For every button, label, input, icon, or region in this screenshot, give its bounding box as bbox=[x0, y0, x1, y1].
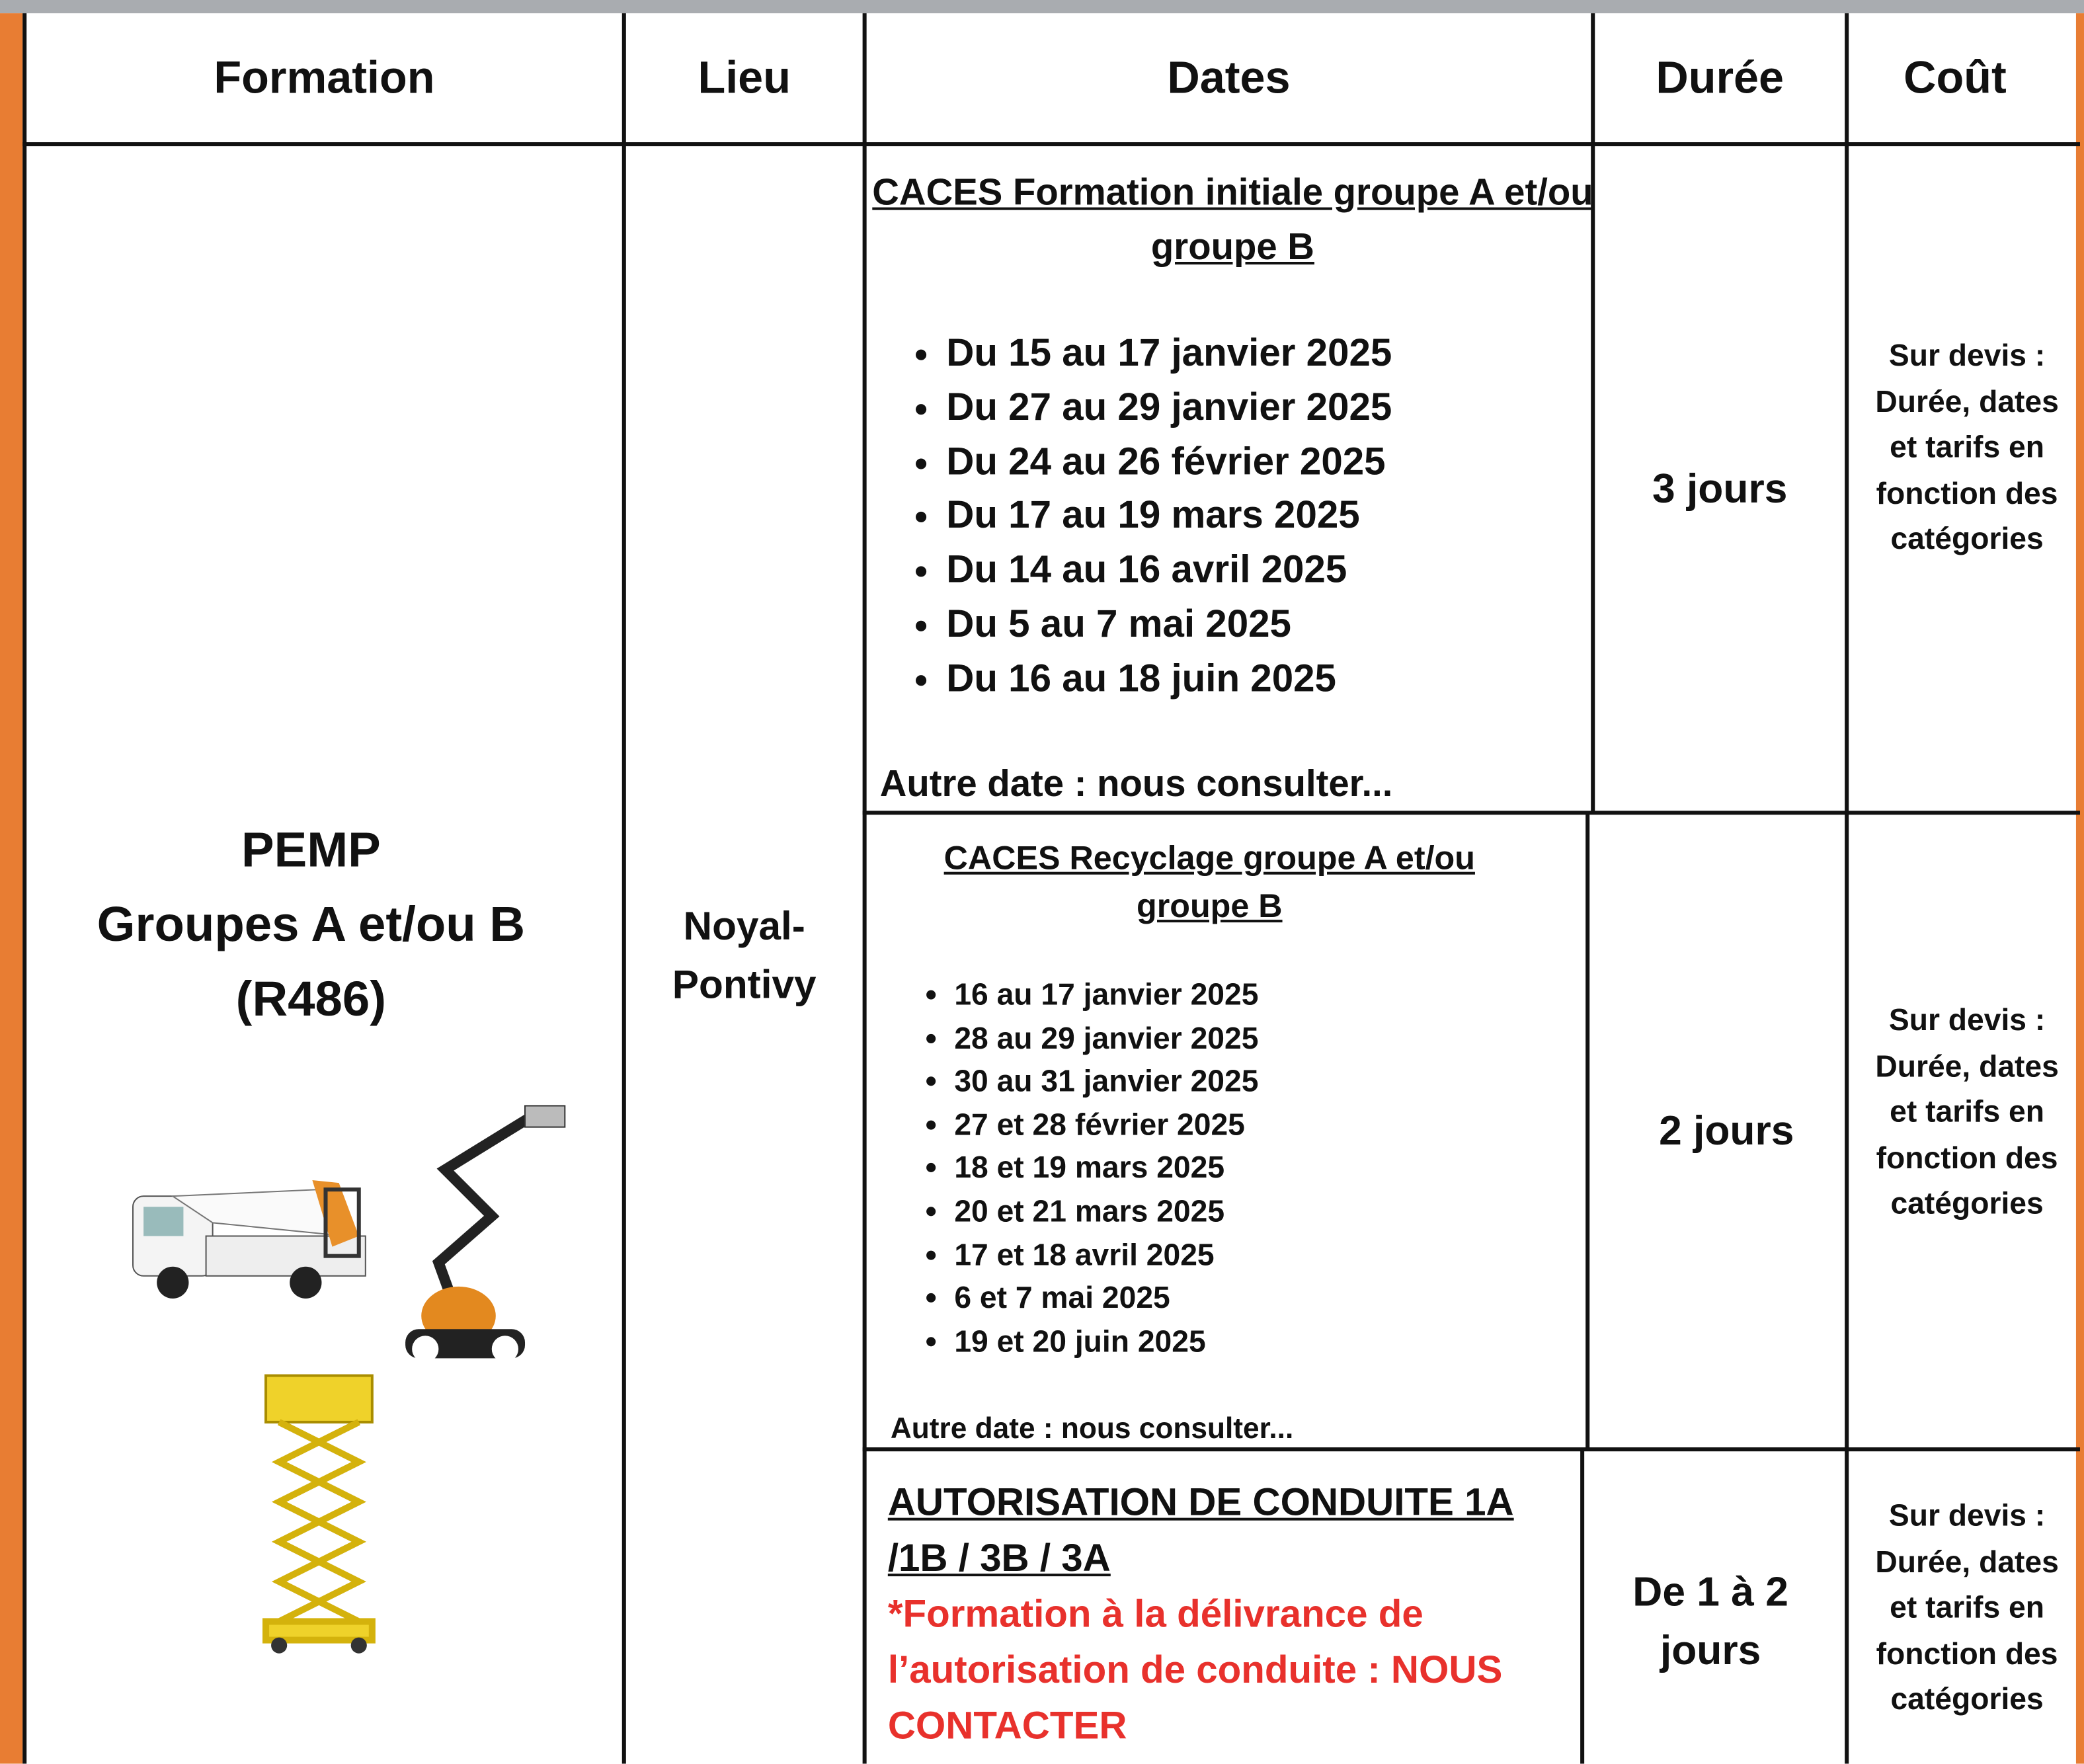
session-warning: *Formation à la délivrance de l’autorisa… bbox=[887, 1593, 1503, 1748]
duration: 2 jours bbox=[1659, 1107, 1794, 1154]
header-cell: Dates bbox=[1167, 52, 1291, 103]
duration: 3 jours bbox=[1652, 465, 1788, 512]
session-note: Autre date : nous consulter... bbox=[890, 1411, 1294, 1445]
date-item: 18 et 19 mars 2025 bbox=[954, 1146, 1592, 1190]
date-list: Du 15 au 17 janvier 2025Du 27 au 29 janv… bbox=[906, 327, 1611, 707]
date-item: Du 15 au 17 janvier 2025 bbox=[946, 327, 1611, 381]
session-title: CACES Recyclage groupe A et/ou groupe B bbox=[943, 840, 1475, 926]
formation-name: PEMP Groupes A et/ou B (R486) bbox=[26, 813, 595, 1037]
header-cell: Coût bbox=[1904, 52, 2007, 103]
date-item: 16 au 17 janvier 2025 bbox=[954, 973, 1592, 1016]
duration: De 1 à 2 jours bbox=[1632, 1568, 1788, 1673]
date-item: 27 et 28 février 2025 bbox=[954, 1103, 1592, 1146]
date-item: 19 et 20 juin 2025 bbox=[954, 1320, 1592, 1363]
date-item: Du 14 au 16 avril 2025 bbox=[946, 544, 1611, 598]
formation-line: Groupes A et/ou B bbox=[97, 897, 526, 952]
formation-line: (R486) bbox=[235, 971, 387, 1026]
left-accent bbox=[0, 13, 23, 1764]
date-item: 17 et 18 avril 2025 bbox=[954, 1233, 1592, 1277]
header-cell: Lieu bbox=[698, 52, 791, 103]
date-item: 20 et 21 mars 2025 bbox=[954, 1189, 1592, 1233]
session-note: Autre date : nous consulter... bbox=[879, 762, 1393, 805]
lieu: Noyal-Pontivy bbox=[672, 904, 817, 1008]
boom-lift bbox=[405, 1105, 566, 1363]
date-item: Du 5 au 7 mai 2025 bbox=[946, 598, 1611, 653]
date-item: 28 au 29 janvier 2025 bbox=[954, 1016, 1592, 1060]
top-bar bbox=[0, 0, 2084, 14]
cost: Sur devis : Durée, dates et tarifs en fo… bbox=[1875, 337, 2059, 556]
scissor-lift bbox=[262, 1374, 376, 1654]
header-cell: Durée bbox=[1656, 52, 1784, 103]
formation-line: PEMP bbox=[241, 822, 381, 877]
date-item: Du 24 au 26 février 2025 bbox=[946, 436, 1611, 490]
truck bbox=[132, 1180, 366, 1299]
date-item: 30 au 31 janvier 2025 bbox=[954, 1060, 1592, 1103]
right-accent bbox=[2075, 13, 2084, 1764]
date-list: 16 au 17 janvier 202528 au 29 janvier 20… bbox=[914, 973, 1592, 1363]
header-cell: Formation bbox=[214, 52, 435, 103]
date-item: Du 17 au 19 mars 2025 bbox=[946, 490, 1611, 544]
date-item: Du 16 au 18 juin 2025 bbox=[946, 653, 1611, 707]
date-item: 6 et 7 mai 2025 bbox=[954, 1276, 1592, 1320]
cost: Sur devis : Durée, dates et tarifs en fo… bbox=[1875, 1498, 2059, 1716]
session-title: AUTORISATION DE CONDUITE 1A /1B / 3B / 3… bbox=[887, 1482, 1514, 1581]
machines-illustration bbox=[132, 1105, 566, 1654]
date-item: Du 27 au 29 janvier 2025 bbox=[946, 381, 1611, 436]
cost: Sur devis : Durée, dates et tarifs en fo… bbox=[1875, 1002, 2059, 1221]
session-title: CACES Formation initiale groupe A et/ou … bbox=[872, 171, 1593, 268]
